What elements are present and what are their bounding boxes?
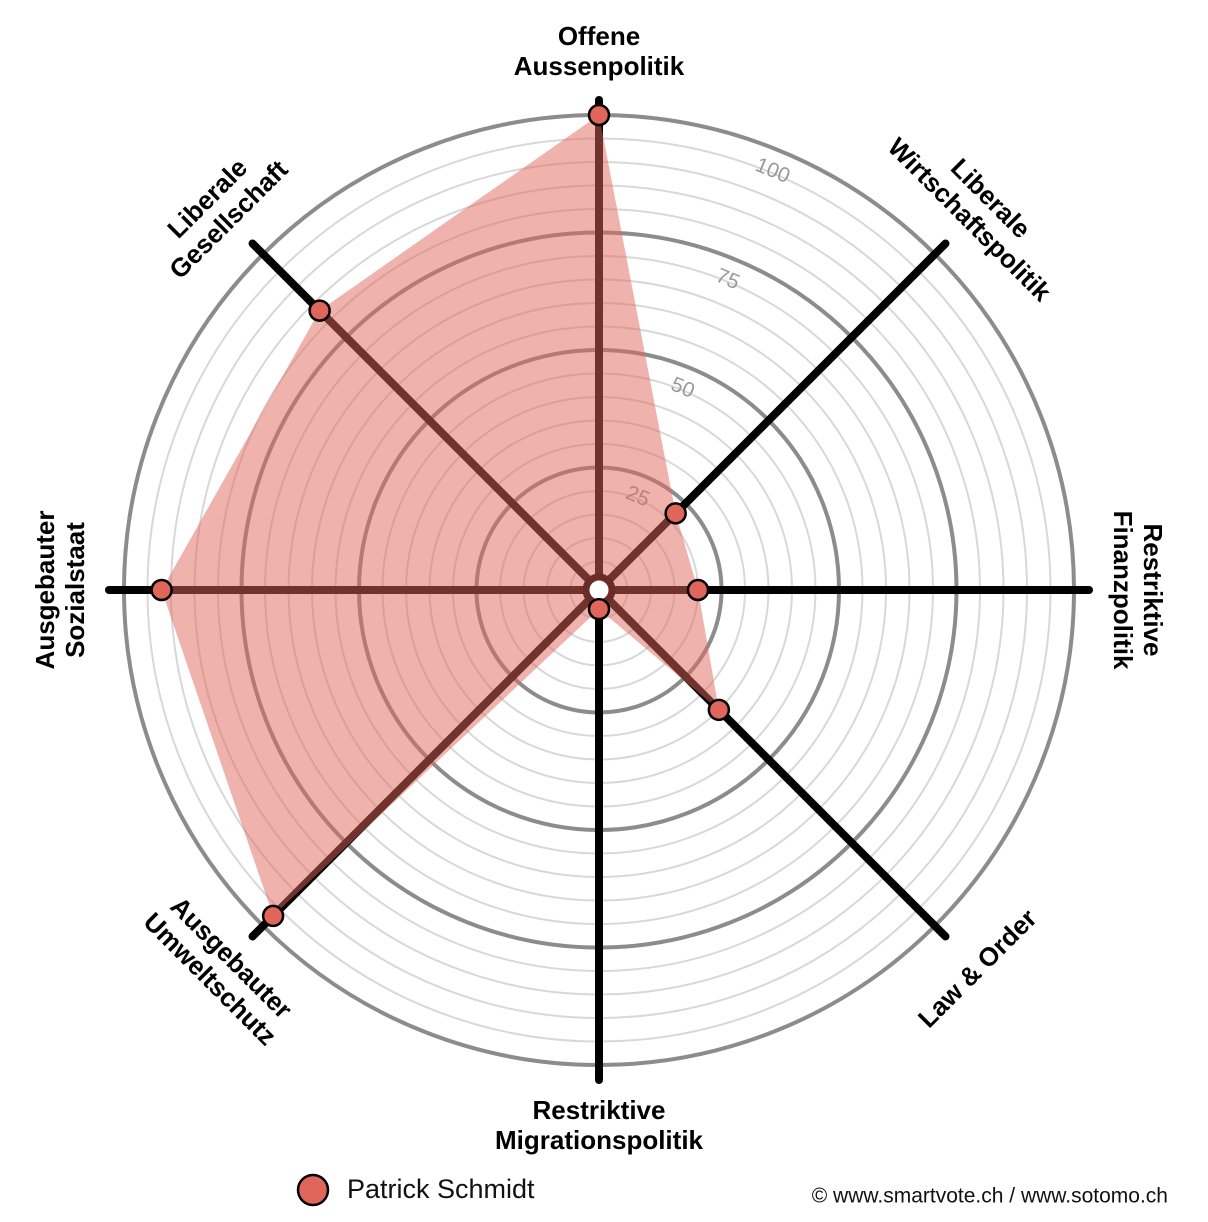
data-point	[664, 502, 687, 525]
credit: © www.smartvote.ch / www.sotomo.ch	[812, 1185, 1168, 1208]
axis-label-line: Ausgebauter	[30, 511, 60, 670]
tick-label: 100	[752, 153, 793, 188]
axis-label: Ausgebauter Sozialstaat	[30, 511, 90, 670]
data-point	[308, 299, 331, 322]
data-point	[587, 597, 611, 621]
axis-label-line: Finanzpolitik	[1108, 511, 1138, 670]
data-point	[587, 103, 611, 127]
legend-label: Patrick Schmidt	[347, 1174, 535, 1204]
axis-label-line: Restriktive	[1138, 524, 1168, 657]
radar-area	[161, 115, 719, 916]
axis-label-line: Migrationspolitik	[495, 1125, 704, 1155]
axis-label-line: Aussenpolitik	[514, 51, 685, 81]
data-point	[261, 904, 285, 928]
legend-marker	[296, 1173, 330, 1207]
axis-label-line: Sozialstaat	[60, 522, 90, 658]
axis-label-line: Offene	[558, 21, 640, 51]
axis-label-line: Restriktive	[533, 1095, 666, 1125]
data-point	[150, 578, 173, 602]
data-point	[707, 698, 731, 722]
tick-label: 50	[668, 373, 698, 403]
tick-label: 75	[713, 264, 743, 294]
data-point	[686, 578, 710, 602]
